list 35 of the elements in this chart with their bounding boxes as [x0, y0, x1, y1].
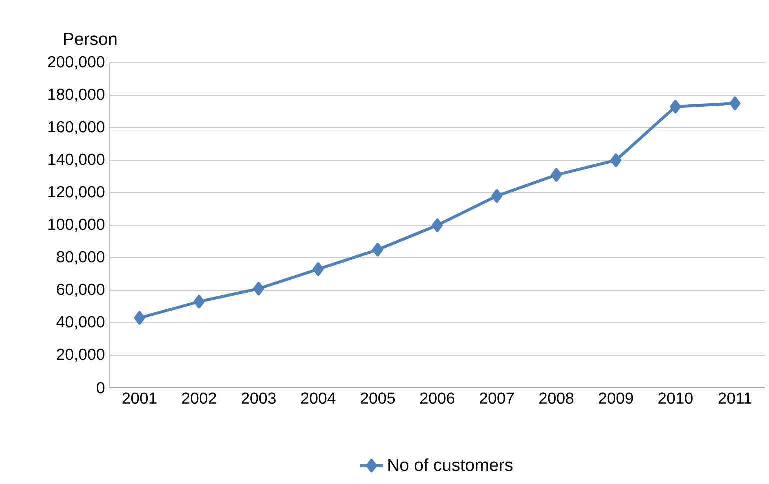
point — [432, 218, 443, 232]
point — [134, 311, 146, 325]
point — [253, 282, 264, 296]
y-tick-label: 140,000 — [48, 154, 105, 168]
x-tick-label: 2009 — [599, 392, 634, 404]
x-tick-label: 2004 — [301, 392, 336, 404]
point — [492, 189, 503, 204]
point — [312, 262, 324, 276]
x-tick-label: 2010 — [658, 392, 693, 404]
point — [670, 100, 682, 114]
legend-label: No of customers — [388, 458, 513, 472]
x-tick-label: 2001 — [122, 392, 157, 404]
y-tick-label: 80,000 — [57, 251, 105, 265]
point — [551, 168, 562, 182]
point — [610, 154, 622, 168]
point — [194, 295, 205, 309]
y-tick-label: 180,000 — [48, 88, 105, 102]
y-axis-title: Person — [64, 33, 117, 46]
x-tick-label: 2008 — [540, 392, 574, 404]
point — [372, 243, 384, 257]
x-tick-label: 2002 — [182, 392, 216, 404]
y-tick-label: 100,000 — [48, 218, 105, 232]
x-tick-label: 2005 — [360, 392, 396, 404]
y-tick-label: 40,000 — [56, 316, 105, 330]
y-tick-label: 160,000 — [48, 121, 105, 135]
y-tick-label: 200,000 — [48, 56, 105, 70]
x-tick-label: 2007 — [480, 392, 514, 404]
y-tick-label: 20,000 — [57, 348, 105, 362]
point — [730, 96, 741, 110]
y-tick-label: 120,000 — [48, 186, 105, 200]
y-tick-label: 0 — [97, 382, 105, 394]
y-tick-label: 60,000 — [57, 284, 105, 298]
x-tick-label: 2011 — [718, 392, 752, 404]
x-tick-label: 2006 — [420, 392, 455, 404]
x-tick-label: 2003 — [242, 392, 276, 404]
